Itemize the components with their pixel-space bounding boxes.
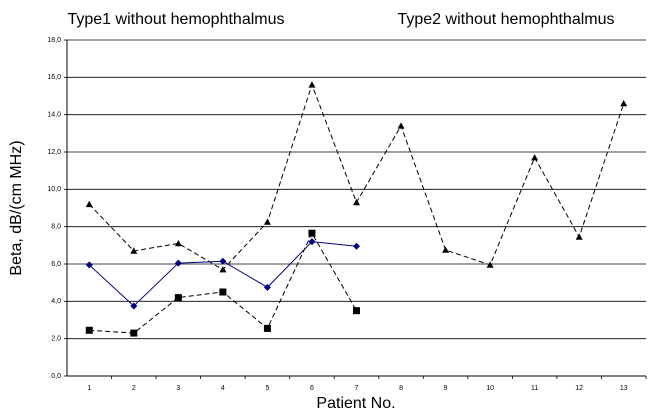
series-line [88,241,357,307]
y-tick-label: 6,0 [51,261,61,268]
x-tick-label: 11 [531,385,538,392]
point [219,257,227,265]
point [130,247,138,254]
point [219,266,227,273]
point [263,283,271,291]
x-tick-label: 4 [221,385,225,392]
x-tick-label: 2 [132,385,136,392]
chart-title: Type1 without hemophthalmus [67,11,284,28]
point [308,229,316,237]
y-tick-label: 4,0 [51,298,61,305]
point [397,122,405,129]
point [219,288,227,296]
x-tick-label: 8 [399,385,403,392]
point [308,238,316,246]
point [308,81,316,88]
x-axis-label: Patient No. [316,395,395,412]
x-tick-label: 3 [176,385,180,392]
y-tick-label: 14,0 [47,112,61,119]
point [575,233,583,240]
y-axis-label: Beta, dB/(cm MHz) [8,140,25,275]
point [486,261,494,268]
point [174,239,182,247]
y-tick-label: 18,0 [47,37,61,44]
point [353,198,360,206]
series-line [88,83,625,271]
point [263,218,271,225]
point [130,302,138,310]
point [130,329,138,337]
point [353,242,360,250]
point [620,99,628,107]
x-tick-label: 12 [575,385,583,392]
x-tick-label: 9 [444,385,448,392]
point [85,200,93,208]
point [442,246,450,253]
y-tick-label: 2,0 [51,336,61,343]
series-line [89,232,357,334]
point [85,261,93,269]
x-tick-label: 10 [486,385,494,392]
y-tick-label: 16,0 [47,74,61,81]
x-tick-label: 1 [87,385,91,392]
point [531,154,539,161]
point [174,294,182,302]
x-tick-label: 5 [265,385,269,392]
x-tick-label: 7 [355,385,359,392]
x-tick-label: 13 [620,385,628,392]
point [353,307,360,315]
point [85,326,93,334]
x-tick-label: 6 [310,385,314,392]
point [263,324,271,332]
point [174,259,182,267]
y-tick-label: 12,0 [47,149,61,156]
chart-title: Type2 without hemophthalmus [397,11,614,28]
y-tick-label: 8,0 [51,224,61,231]
y-tick-label: 10,0 [47,186,61,193]
y-tick-label: 0,0 [51,373,61,380]
